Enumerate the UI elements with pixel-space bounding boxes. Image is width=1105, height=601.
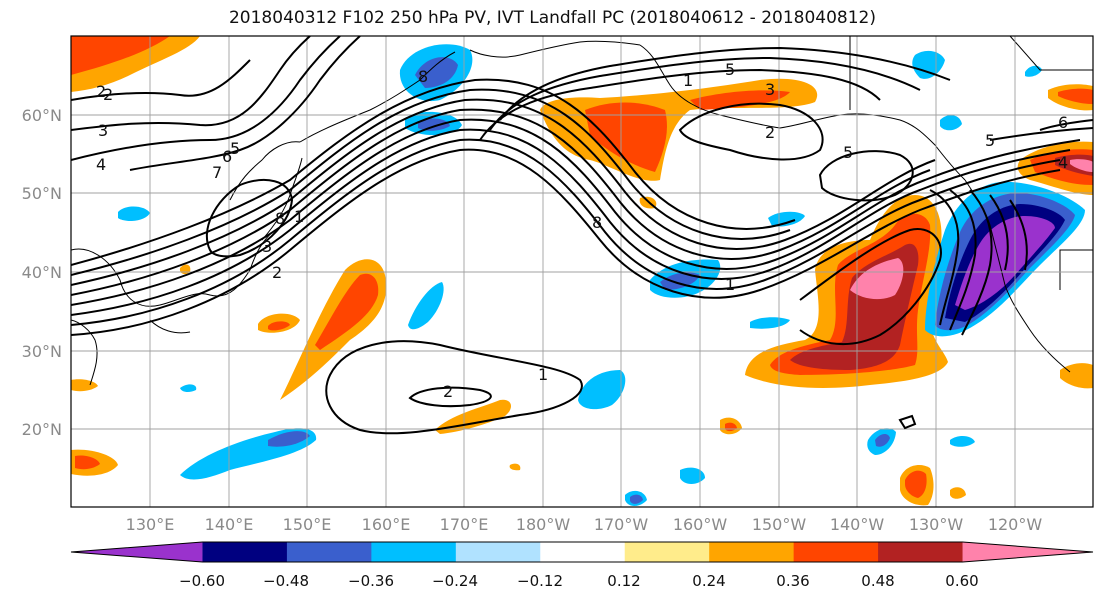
colorbar	[70, 541, 1094, 563]
contour-label: 4	[96, 155, 106, 174]
contour-labels: 2 3 4 5 6 7 8 1 2 3 8 5 3 2 5 5 6 4 1 1 …	[96, 60, 1068, 401]
colorbar-tick: 0.36	[776, 572, 809, 590]
latitude-labels: 60°N 50°N 40°N 30°N 20°N	[22, 106, 62, 439]
colorbar-segment	[709, 542, 795, 562]
gridlines	[71, 36, 1093, 507]
colorbar-segment	[71, 542, 203, 562]
colorbar-segment	[793, 542, 879, 562]
contour-label: 7	[212, 163, 222, 182]
contour-label: 8	[275, 209, 285, 228]
colorbar-segment	[962, 542, 1093, 562]
map-title: 2018040312 F102 250 hPa PV, IVT Landfall…	[228, 8, 876, 28]
contour-label: 4	[1058, 153, 1068, 172]
lon-label: 170°E	[440, 515, 489, 534]
contour-label: 6	[222, 147, 232, 166]
lon-label: 130°E	[126, 515, 175, 534]
contour-label: 2	[272, 263, 282, 282]
colorbar-tick: −0.24	[432, 572, 478, 590]
lat-label: 60°N	[22, 106, 62, 125]
lat-label: 50°N	[22, 184, 62, 203]
longitude-labels: 130°E 140°E 150°E 160°E 170°E 180°W 170°…	[126, 515, 1043, 534]
colorbar-tick: 0.24	[692, 572, 725, 590]
contour-label: 1	[538, 365, 548, 384]
colorbar-tick-labels: −0.60 −0.48 −0.36 −0.24 −0.12 0.12 0.24 …	[179, 572, 979, 590]
colorbar-segment	[286, 542, 372, 562]
lon-label: 160°E	[362, 515, 411, 534]
colorbar-segment	[455, 542, 541, 562]
map-frame	[70, 35, 1094, 508]
contour-label: 3	[98, 121, 108, 140]
lon-label: 170°W	[594, 515, 649, 534]
colorbar-tick: 0.12	[607, 572, 640, 590]
colorbar-tick: −0.12	[517, 572, 563, 590]
shaded-anomaly-fields	[71, 36, 1093, 506]
lat-label: 40°N	[22, 263, 62, 282]
contour-label: 3	[262, 237, 272, 256]
lat-label: 20°N	[22, 420, 62, 439]
contour-label: 1	[725, 275, 735, 294]
lon-label: 160°W	[673, 515, 728, 534]
contour-label: 6	[1058, 113, 1068, 132]
contour-label: 1	[294, 207, 304, 226]
contour-label: 5	[725, 60, 735, 79]
lon-label: 120°W	[988, 515, 1043, 534]
pv-contours	[71, 36, 1093, 435]
contour-label: 2	[765, 123, 775, 142]
contour-label: 8	[592, 213, 602, 232]
colorbar-segment	[202, 542, 288, 562]
contour-label: 2	[443, 382, 453, 401]
colorbar-tick: −0.48	[263, 572, 309, 590]
contour-label: 2	[103, 85, 113, 104]
colorbar-tick: −0.60	[179, 572, 225, 590]
contour-label: 5	[230, 139, 240, 158]
lat-label: 30°N	[22, 342, 62, 361]
colorbar-segment	[371, 542, 457, 562]
colorbar-segment	[878, 542, 964, 562]
colorbar-tick: −0.36	[348, 572, 394, 590]
colorbar-segment	[624, 542, 710, 562]
lon-label: 180°W	[516, 515, 571, 534]
contour-label: 5	[985, 131, 995, 150]
contour-label: 5	[843, 143, 853, 162]
contour-label: 8	[418, 67, 428, 86]
lon-label: 150°E	[283, 515, 332, 534]
lon-label: 130°W	[909, 515, 964, 534]
colorbar-outline	[70, 541, 1094, 563]
colorbar-segment	[540, 542, 626, 562]
lon-label: 150°W	[752, 515, 807, 534]
colorbar-tick: 0.48	[861, 572, 894, 590]
colorbar-tick: 0.60	[945, 572, 978, 590]
lon-label: 140°E	[205, 515, 254, 534]
contour-label: 2	[96, 82, 106, 101]
contour-label: 3	[765, 80, 775, 99]
lon-label: 140°W	[830, 515, 885, 534]
contour-label: 1	[683, 71, 693, 90]
